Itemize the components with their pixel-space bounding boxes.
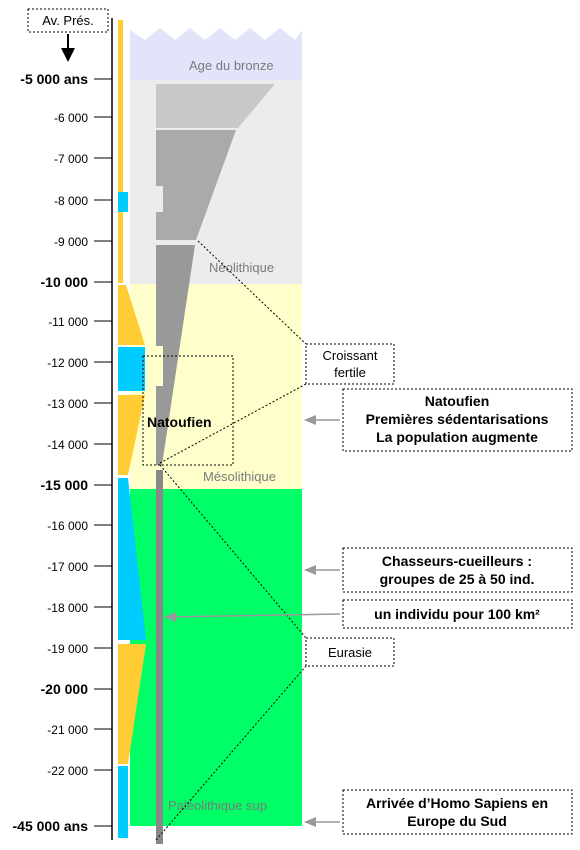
climate-yellow-13500	[118, 395, 145, 475]
tick-label: -17 000	[47, 560, 88, 574]
callout-arrivee-line1: Arrivée d’Homo Sapiens en	[366, 795, 548, 811]
callout-natoufien-line3: La population augmente	[376, 429, 538, 445]
tick-label: -13 000	[47, 397, 88, 411]
header-box	[27, 8, 109, 33]
tick-label: -11 000	[48, 315, 88, 329]
mesolithique-band	[130, 284, 302, 489]
tick-label: -22 000	[47, 764, 88, 778]
bronze-label: Age du bronze	[189, 58, 274, 73]
callout-densite-box	[342, 599, 573, 629]
population-paleolithic	[156, 470, 163, 844]
tick-marks: -5 000 ans -6 000 -7 000 -8 000 -9 000 -10 00…	[13, 71, 112, 834]
tick-label: -6 000	[54, 111, 88, 125]
tick-label: -18 000	[47, 601, 88, 615]
climate-cyan-12000	[118, 347, 145, 391]
croissant-box	[305, 343, 395, 385]
callout-chasseurs-box	[342, 547, 573, 593]
callout-natoufien-box	[342, 388, 573, 452]
climate-yellow-top	[118, 20, 123, 283]
tick-label: -19 000	[47, 642, 88, 656]
eurasie-box	[305, 637, 395, 667]
tick-label: -21 000	[47, 723, 88, 737]
neolithique-label: Néolithique	[209, 260, 274, 275]
eurasie-label: Eurasie	[328, 645, 372, 660]
croissant-label-line2: fertile	[334, 365, 366, 380]
climate-cyan-17000	[118, 478, 146, 640]
pointer-arrows	[164, 415, 341, 827]
climate-cyan-8000	[118, 192, 128, 212]
connector-neolithic-croissant	[197, 240, 307, 345]
tick-label: -10 000	[41, 274, 89, 290]
tick-label: -14 000	[47, 438, 88, 452]
climate-yellow-11000	[118, 285, 145, 345]
callout-densite-text: un individu pour 100 km²	[374, 606, 540, 622]
population-top	[156, 84, 275, 128]
connectors	[155, 240, 307, 841]
paleolithique-label: Paléolithique sup	[168, 798, 267, 813]
natoufien-region	[142, 355, 234, 466]
population-upper	[156, 130, 236, 240]
croissant-label-line1: Croissant	[323, 348, 378, 363]
population-neolithic	[156, 245, 195, 465]
header-label: Av. Prés.	[42, 13, 94, 28]
tick-label: -12 000	[47, 356, 88, 370]
callout-chasseurs-line2: groupes de 25 à 50 ind.	[380, 571, 535, 587]
tick-label: -8 000	[54, 194, 88, 208]
arrow-densite	[164, 611, 341, 622]
natoufien-label: Natoufien	[147, 414, 212, 430]
callout-arrivee-line2: Europe du Sud	[407, 813, 507, 829]
mesolithique-label: Mésolithique	[203, 469, 276, 484]
callout-arrivee-box	[342, 789, 573, 835]
callout-chasseurs-line1: Chasseurs-cueilleurs :	[382, 553, 532, 569]
tick-label: -7 000	[54, 152, 88, 166]
tick-label: -20 000	[41, 681, 89, 697]
bronze-band	[130, 28, 302, 80]
climate-cyan-45000	[118, 766, 128, 838]
tick-label: -5 000 ans	[20, 71, 88, 87]
connector-paleo-eurasie-a	[159, 464, 307, 639]
tick-label: -15 000	[41, 477, 89, 493]
tick-label: -9 000	[54, 235, 88, 249]
climate-yellow-20000	[118, 644, 146, 764]
population-shape	[156, 84, 275, 844]
header-arrow-icon	[61, 48, 75, 62]
tick-label: -45 000 ans	[13, 818, 89, 834]
callout-natoufien-line2: Premières sédentarisations	[366, 411, 549, 427]
climate-column	[118, 20, 146, 838]
tick-label: -16 000	[47, 519, 88, 533]
callout-natoufien-line1: Natoufien	[425, 393, 490, 409]
paleolithique-band	[130, 489, 302, 826]
